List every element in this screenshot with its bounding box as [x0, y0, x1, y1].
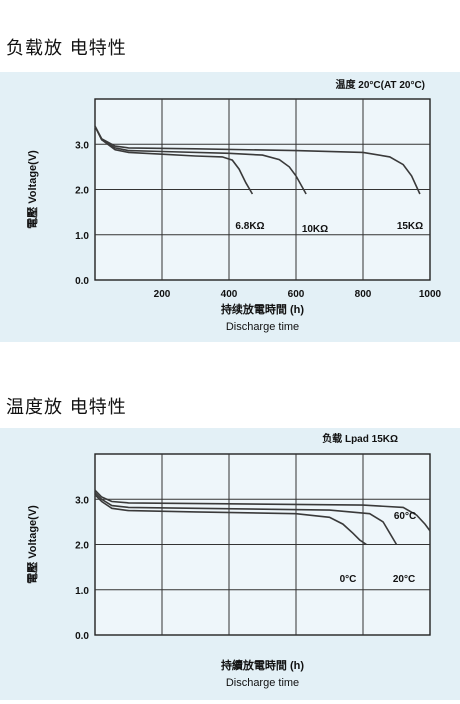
y-tick-label: 1.0	[75, 586, 89, 597]
x-tick-label: 400	[221, 289, 238, 300]
chart-panel-temperature: 0.0 1.0 2.0 3.0 持續放電時間 (h) Discharge time 電壓 V…	[0, 428, 460, 700]
series-label: 20°C	[393, 574, 415, 585]
series-label: 10KΩ	[302, 224, 328, 235]
x-axis-label-en: Discharge time	[226, 677, 299, 689]
series-label: 60°C	[394, 511, 416, 522]
x-axis-label: 持續放電時間 (h)	[221, 658, 304, 672]
x-axis-label: 持续放電時間 (h)	[221, 302, 304, 316]
series-line-0	[94, 494, 367, 546]
section-title-temp-discharge: 温度放 电特性	[6, 397, 127, 418]
series-label: 0°C	[340, 574, 357, 585]
y-tick-label: 0.0	[75, 631, 89, 642]
section-title-load-discharge: 负载放 电特性	[6, 38, 127, 59]
x-tick-label: 200	[154, 289, 171, 300]
y-tick-label: 1.0	[75, 231, 89, 242]
chart-title: 温度 20°C(AT 20°C)	[336, 78, 426, 91]
y-tick-label: 2.0	[75, 186, 89, 197]
x-tick-label: 600	[288, 289, 305, 300]
x-axis-label-en: Discharge time	[226, 321, 299, 333]
x-tick-label: 800	[355, 289, 372, 300]
y-axis-label: 電壓 Voltage(V)	[26, 150, 39, 229]
chart-load-discharge: 0.0 1.0 2.0 3.0 200 400 600 800 1000 持续放電時間 (h) Di…	[26, 78, 442, 333]
series-line-2	[94, 125, 421, 195]
series-label: 6.8KΩ	[235, 221, 264, 232]
chart-title: 负载 Lpad 15KΩ	[322, 432, 398, 445]
series-line-1	[94, 125, 307, 195]
series-line-1	[94, 491, 398, 545]
chart-panel-load: 0.0 1.0 2.0 3.0 200 400 600 800 1000 持续放電時間 (h) Di…	[0, 72, 460, 342]
x-tick-label: 1000	[419, 289, 442, 300]
series-line-0	[94, 125, 254, 195]
series-line-2	[94, 489, 431, 532]
y-tick-label: 2.0	[75, 541, 89, 552]
y-tick-label: 3.0	[75, 495, 89, 506]
y-axis-label: 電壓 Voltage(V)	[26, 505, 39, 584]
y-tick-label: 0.0	[75, 276, 89, 287]
y-tick-label: 3.0	[75, 140, 89, 151]
chart-temperature-discharge: 0.0 1.0 2.0 3.0 持續放電時間 (h) Discharge time 電壓 V…	[26, 432, 431, 689]
series-label: 15KΩ	[397, 221, 423, 232]
